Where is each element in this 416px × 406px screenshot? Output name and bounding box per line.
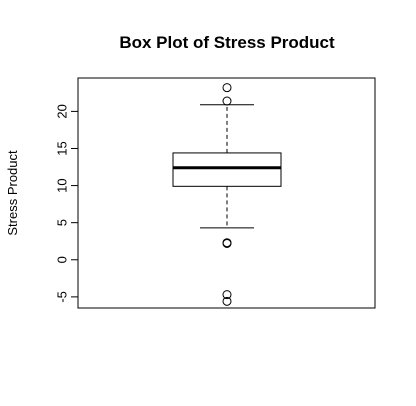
outlier-point: [222, 96, 232, 106]
y-tick-label: -5: [55, 291, 70, 303]
chart-title: Box Plot of Stress Product: [119, 33, 335, 52]
y-tick-label: 15: [55, 141, 70, 155]
outlier-point: [222, 296, 232, 306]
y-axis-label: Stress Product: [5, 150, 20, 236]
outliers: [222, 83, 232, 306]
interquartile-box: [172, 152, 282, 187]
y-tick-label: 20: [55, 104, 70, 118]
y-tick-label: 5: [55, 219, 70, 226]
y-tick-label: 10: [55, 178, 70, 192]
y-axis: -5 0 5 10 15 20: [55, 104, 79, 303]
outlier-point: [222, 238, 232, 248]
box-plot: [172, 104, 282, 229]
y-tick-label: 0: [55, 256, 70, 263]
outlier-point: [222, 83, 232, 93]
outlier-point: [222, 290, 232, 300]
